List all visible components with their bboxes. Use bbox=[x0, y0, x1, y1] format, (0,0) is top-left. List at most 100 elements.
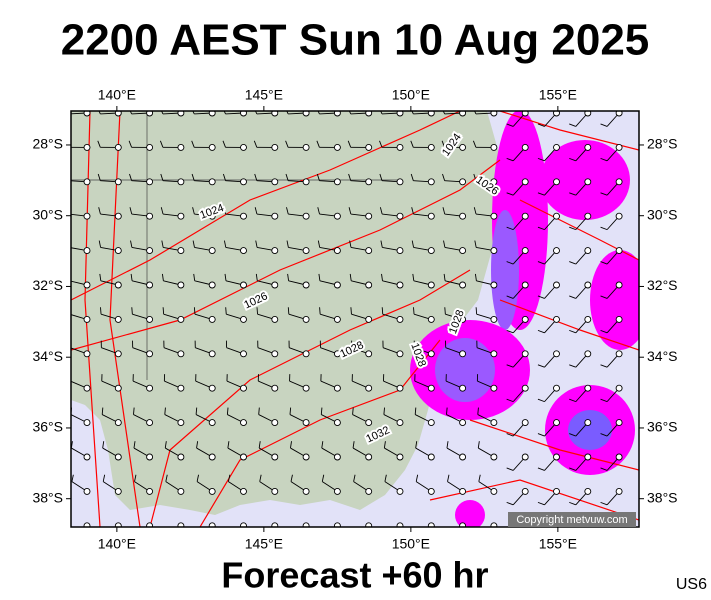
lat-label: 38°S bbox=[647, 489, 678, 505]
barb-flag bbox=[134, 474, 137, 482]
barb-flag bbox=[506, 398, 514, 403]
barb-flag bbox=[316, 173, 320, 181]
lon-label: 155°E bbox=[539, 87, 577, 103]
barb-flag bbox=[98, 240, 102, 248]
map-title: 2200 AEST Sun 10 Aug 2025 bbox=[61, 16, 650, 65]
barb-flag bbox=[352, 441, 355, 449]
barb-station bbox=[177, 281, 185, 289]
rain-core bbox=[491, 210, 519, 330]
barb-flag bbox=[413, 307, 415, 315]
barb-station bbox=[427, 350, 435, 358]
barb-station bbox=[271, 453, 279, 461]
barb-flag bbox=[537, 226, 545, 231]
barb-station bbox=[584, 419, 592, 427]
barb-flag bbox=[569, 295, 576, 299]
barb-flag bbox=[473, 207, 477, 215]
barb-flag bbox=[506, 261, 514, 265]
barb-station bbox=[114, 315, 122, 323]
barb-station bbox=[396, 111, 404, 117]
barb-flag bbox=[349, 240, 352, 248]
barb-station bbox=[365, 111, 373, 117]
barb-flag bbox=[347, 140, 352, 148]
barb-station bbox=[333, 111, 341, 117]
barb-shaft bbox=[241, 525, 244, 527]
barb-station bbox=[302, 178, 310, 186]
barb-station bbox=[490, 384, 498, 392]
barb-flag bbox=[442, 111, 446, 115]
barb-flag bbox=[506, 226, 514, 231]
barb-flag bbox=[317, 111, 320, 115]
barb-flag bbox=[600, 261, 608, 265]
barb-station bbox=[615, 419, 623, 427]
barb-flag bbox=[68, 537, 75, 539]
barb-flag bbox=[289, 407, 292, 415]
barb-flag bbox=[537, 364, 545, 368]
barb-flag bbox=[129, 111, 133, 115]
model-code: US6 bbox=[676, 576, 707, 593]
barb-station bbox=[615, 143, 623, 151]
barb-flag bbox=[474, 273, 477, 281]
barb-station bbox=[615, 247, 623, 255]
barb-shaft bbox=[367, 525, 370, 527]
barb-station bbox=[208, 522, 216, 527]
barb-station bbox=[396, 487, 404, 495]
barb-station bbox=[83, 384, 91, 392]
barb-station bbox=[615, 453, 623, 461]
barb-flag bbox=[319, 307, 321, 315]
barb-flag bbox=[379, 173, 383, 181]
barb-station bbox=[427, 247, 435, 255]
lat-label: 36°S bbox=[32, 419, 63, 435]
barb-flag bbox=[600, 329, 608, 334]
barb-flag bbox=[472, 140, 477, 148]
barb-station bbox=[177, 522, 185, 527]
barb-station bbox=[114, 212, 122, 220]
barb-station bbox=[208, 212, 216, 220]
barb-station bbox=[146, 178, 154, 186]
barb-station bbox=[83, 419, 91, 427]
barb-flag bbox=[506, 295, 514, 299]
barb-station bbox=[114, 419, 122, 427]
barb-station bbox=[521, 350, 529, 358]
barb-station bbox=[208, 487, 216, 495]
barb-station bbox=[240, 419, 247, 427]
barb-station bbox=[333, 453, 341, 461]
barb-station bbox=[459, 111, 467, 117]
barb-station bbox=[240, 143, 247, 151]
barb-station bbox=[177, 111, 185, 117]
barb-station bbox=[240, 111, 247, 117]
barb-station bbox=[553, 178, 560, 186]
barb-station bbox=[459, 315, 467, 323]
barb-flag bbox=[475, 307, 478, 315]
barb-flag bbox=[478, 474, 481, 482]
barb-station bbox=[302, 111, 310, 117]
barb-station bbox=[333, 487, 341, 495]
barb-station bbox=[271, 350, 279, 358]
lat-label: 32°S bbox=[647, 277, 678, 293]
barb-station bbox=[427, 111, 435, 117]
barb-station bbox=[615, 315, 623, 323]
barb-station bbox=[521, 111, 529, 117]
barb-station bbox=[427, 315, 435, 323]
barb-flag bbox=[569, 433, 576, 437]
barb-flag bbox=[473, 173, 477, 181]
barb-station bbox=[146, 315, 154, 323]
barb-station bbox=[240, 281, 247, 289]
barb-flag bbox=[506, 433, 514, 437]
barb-flag bbox=[381, 307, 384, 315]
barb-flag bbox=[162, 307, 165, 315]
barb-flag bbox=[225, 537, 232, 539]
barb-flag bbox=[133, 441, 136, 449]
barb-station bbox=[615, 384, 623, 392]
barb-flag bbox=[380, 111, 383, 115]
barb-flag bbox=[316, 140, 320, 148]
barb-station bbox=[114, 143, 122, 151]
barb-flag bbox=[193, 307, 196, 315]
barb-flag bbox=[68, 241, 69, 248]
barb-station bbox=[459, 419, 467, 427]
barb-flag bbox=[67, 207, 69, 214]
copyright-box bbox=[508, 512, 636, 527]
barb-station bbox=[83, 522, 91, 527]
barb-flag bbox=[287, 307, 290, 315]
barb-station bbox=[553, 350, 560, 358]
precipitation bbox=[410, 111, 639, 527]
